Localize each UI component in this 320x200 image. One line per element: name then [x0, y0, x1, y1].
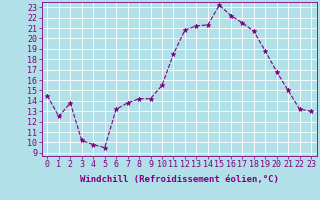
X-axis label: Windchill (Refroidissement éolien,°C): Windchill (Refroidissement éolien,°C) — [80, 175, 279, 184]
